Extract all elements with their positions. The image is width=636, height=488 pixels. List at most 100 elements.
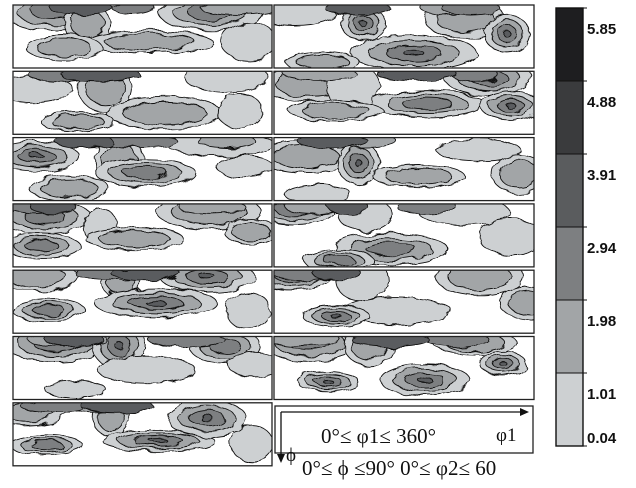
panel-frame <box>273 203 535 268</box>
panel-frame <box>273 269 535 334</box>
contour-region <box>50 113 105 130</box>
odf-sections <box>12 4 535 467</box>
contour-region <box>498 361 507 366</box>
contour-region <box>149 438 168 444</box>
colorbar-label: 5.85 <box>587 21 616 38</box>
contour-region <box>122 165 168 180</box>
contour-region <box>80 402 153 414</box>
contour-region <box>302 103 371 119</box>
contour-region <box>221 22 272 62</box>
contour-region <box>507 290 534 316</box>
odf-section-panel <box>273 136 535 202</box>
contour-region <box>376 71 458 82</box>
phi1-arrowhead <box>520 408 529 416</box>
contour-region <box>227 351 272 378</box>
axis-key-frame <box>274 405 534 454</box>
colorbar-label: 1.01 <box>587 386 616 403</box>
panel-frame <box>12 4 273 69</box>
contour-region <box>324 5 391 16</box>
contour-region <box>359 20 368 27</box>
contour-region <box>322 379 334 384</box>
panel-frame <box>273 70 535 135</box>
contour-region <box>499 159 534 189</box>
contour-region <box>274 336 341 347</box>
contour-region <box>54 137 113 149</box>
panel-frame <box>12 70 273 135</box>
contour-region <box>111 5 156 16</box>
contour-region <box>32 304 66 316</box>
contour-region <box>145 300 167 306</box>
contour-region <box>327 203 369 215</box>
colorbar-segment <box>555 153 584 228</box>
contour-region <box>505 103 517 109</box>
contour-region <box>29 153 45 160</box>
contour-region <box>216 93 263 129</box>
odf-section-panel <box>273 203 535 268</box>
colorbar-label: 4.88 <box>587 94 616 111</box>
contour-region <box>322 254 355 266</box>
contour-region <box>114 340 124 350</box>
colorbar-segment <box>555 7 584 82</box>
x-axis-label: φ1 <box>496 425 516 446</box>
contour-region <box>447 270 512 291</box>
contour-region <box>312 270 362 281</box>
panel-frame <box>12 203 273 268</box>
contour-region <box>196 137 256 149</box>
contour-region <box>184 71 269 93</box>
panel-frame <box>12 335 273 401</box>
contour-region <box>60 71 141 82</box>
phi1-range-text: 0°≤ φ1≤ 360° <box>321 424 436 448</box>
colorbar-label: 0.04 <box>587 430 617 447</box>
contour-region <box>354 159 363 168</box>
panel-frame <box>273 4 535 69</box>
colorbar: 5.85 4.88 3.91 2.94 1.98 1.01 0.04 <box>555 7 617 447</box>
contour-region <box>110 270 181 281</box>
contour-region <box>296 137 368 149</box>
contour-region <box>502 30 512 38</box>
odf-section-panel <box>273 70 535 135</box>
contour-region <box>365 241 417 257</box>
colorbar-segment <box>555 372 584 447</box>
colorbar-segment <box>555 226 584 301</box>
contour-region <box>295 54 350 68</box>
colorbar-segment <box>555 299 584 374</box>
contour-region <box>450 71 499 82</box>
phi-arrowhead <box>277 454 285 463</box>
contour-region <box>200 5 272 16</box>
contour-region <box>147 336 226 347</box>
odf-section-panel <box>273 4 535 69</box>
odf-section-panel <box>12 203 273 268</box>
phi-phi2-range-text: 0°≤ ϕ ≤90° 0°≤ φ2≤ 60 <box>302 456 496 480</box>
contour-region <box>98 230 171 248</box>
contour-region <box>385 167 453 185</box>
colorbar-label: 1.98 <box>587 313 616 330</box>
contour-region <box>199 273 216 280</box>
contour-region <box>216 155 272 179</box>
contour-region <box>230 424 272 463</box>
panel-frame <box>273 335 535 401</box>
contour-region <box>283 71 358 82</box>
contour-region <box>330 313 342 319</box>
contour-region <box>122 100 208 126</box>
odf-section-panel <box>12 70 273 135</box>
contour-region <box>478 217 534 256</box>
panel-frame <box>12 269 273 334</box>
contour-region <box>402 97 453 110</box>
odf-section-panel <box>12 335 273 401</box>
contour-region <box>231 222 271 242</box>
contour-region <box>424 336 490 347</box>
odf-section-panel <box>12 269 273 334</box>
contour-region <box>403 49 425 57</box>
contour-region <box>30 440 63 450</box>
contour-region <box>104 33 196 51</box>
contour-region <box>436 138 522 162</box>
panel-frame <box>12 136 273 202</box>
y-axis-label: ϕ <box>286 445 296 466</box>
odf-section-panel <box>12 4 273 69</box>
contour-region <box>49 5 113 16</box>
colorbar-segment <box>555 80 584 155</box>
odf-section-panel <box>12 402 273 467</box>
contour-region <box>225 291 271 331</box>
contour-region <box>44 380 107 398</box>
contour-region <box>39 178 99 199</box>
